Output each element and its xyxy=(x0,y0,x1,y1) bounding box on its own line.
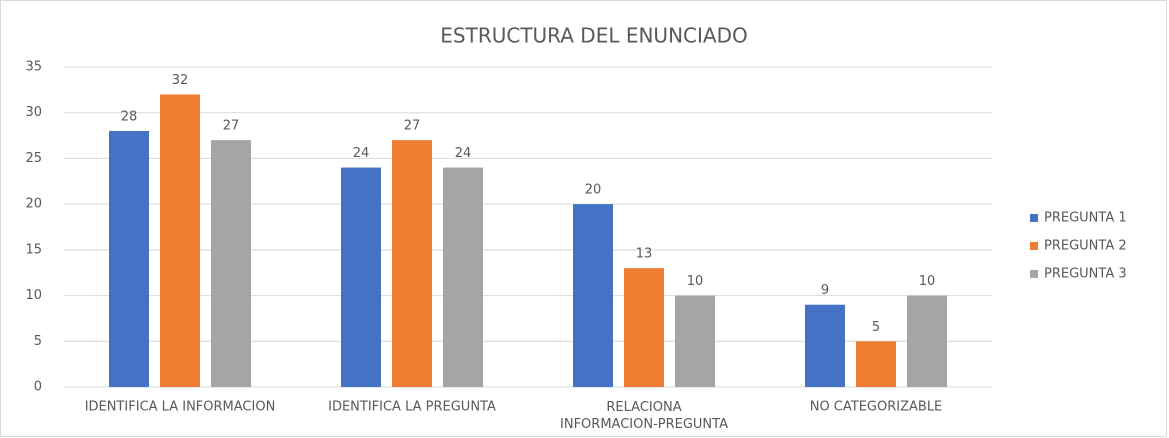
data-label: 24 xyxy=(353,146,370,161)
legend-swatch xyxy=(1030,242,1038,250)
legend-swatch xyxy=(1030,214,1038,222)
bar xyxy=(856,341,896,387)
data-label: 32 xyxy=(172,73,189,88)
bar xyxy=(573,204,613,387)
data-label: 13 xyxy=(636,247,653,262)
data-label: 24 xyxy=(455,146,472,161)
y-tick-label: 20 xyxy=(25,197,42,212)
y-tick-label: 25 xyxy=(25,151,42,166)
y-tick-label: 35 xyxy=(25,60,42,75)
bar xyxy=(160,94,200,387)
data-label: 28 xyxy=(121,110,138,125)
legend-label: PREGUNTA 2 xyxy=(1044,239,1127,254)
data-label: 10 xyxy=(687,274,704,289)
bar xyxy=(211,140,251,387)
x-tick-label: RELACIONA INFORMACION-PREGUNTA xyxy=(560,400,728,432)
bar xyxy=(392,140,432,387)
x-tick-label: IDENTIFICA LA INFORMACION xyxy=(85,400,276,415)
legend-swatch xyxy=(1030,270,1038,278)
data-label: 20 xyxy=(585,183,602,198)
bar xyxy=(624,268,664,387)
bar xyxy=(109,131,149,387)
bar xyxy=(805,304,845,387)
y-tick-label: 5 xyxy=(34,334,42,349)
y-tick-label: 10 xyxy=(25,288,42,303)
bar xyxy=(907,295,947,387)
bar xyxy=(341,167,381,387)
bar xyxy=(675,295,715,387)
data-label: 10 xyxy=(919,274,936,289)
y-tick-label: 0 xyxy=(34,380,42,395)
x-tick-label: IDENTIFICA LA PREGUNTA xyxy=(328,400,496,415)
legend-label: PREGUNTA 3 xyxy=(1044,267,1127,282)
data-label: 9 xyxy=(821,283,829,298)
legend-label: PREGUNTA 1 xyxy=(1044,211,1127,226)
data-label: 27 xyxy=(404,119,421,134)
x-tick-label: NO CATEGORIZABLE xyxy=(810,400,943,415)
y-tick-label: 15 xyxy=(25,242,42,257)
data-label: 5 xyxy=(872,320,880,335)
chart-title: ESTRUCTURA DEL ENUNCIADO xyxy=(440,24,747,48)
data-label: 27 xyxy=(223,119,240,134)
bar xyxy=(443,167,483,387)
y-tick-label: 30 xyxy=(25,105,42,120)
